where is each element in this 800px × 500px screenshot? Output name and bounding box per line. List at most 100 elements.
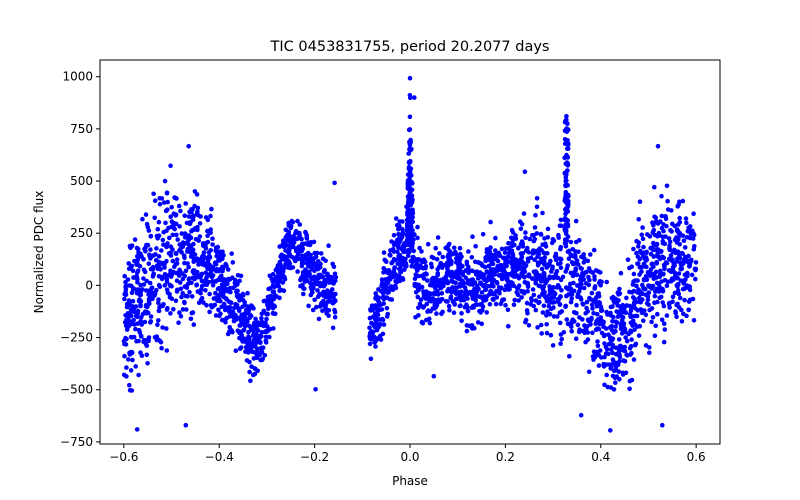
data-point xyxy=(549,240,555,246)
data-point xyxy=(158,339,164,345)
data-point xyxy=(412,95,417,100)
data-point xyxy=(319,283,325,288)
data-point xyxy=(564,129,570,134)
data-point xyxy=(674,235,679,240)
data-point xyxy=(122,341,127,347)
data-point xyxy=(445,254,451,260)
data-point xyxy=(204,255,210,261)
data-point xyxy=(659,193,664,199)
data-point xyxy=(278,275,284,280)
data-point xyxy=(203,288,208,293)
data-point xyxy=(518,256,524,262)
data-point xyxy=(233,348,239,354)
data-point xyxy=(417,245,422,251)
data-point xyxy=(449,258,454,264)
data-point xyxy=(570,273,576,279)
data-point xyxy=(176,320,181,326)
data-point xyxy=(608,304,614,310)
data-point xyxy=(663,214,668,219)
data-point xyxy=(486,276,492,282)
data-point xyxy=(174,232,179,238)
data-point xyxy=(609,327,615,333)
data-point xyxy=(225,276,231,282)
data-point xyxy=(454,285,460,290)
data-point xyxy=(640,253,646,259)
data-point xyxy=(237,330,242,336)
data-point xyxy=(376,295,382,301)
data-point xyxy=(182,273,187,279)
data-point xyxy=(595,291,601,297)
data-point xyxy=(173,212,179,217)
data-point xyxy=(174,261,180,266)
data-point xyxy=(410,255,416,260)
data-point xyxy=(512,297,517,303)
data-point xyxy=(653,269,659,275)
data-point xyxy=(405,253,411,258)
data-point xyxy=(569,296,574,301)
data-point xyxy=(639,310,645,316)
data-point xyxy=(567,354,572,359)
data-point xyxy=(654,241,660,247)
data-point xyxy=(643,343,649,348)
data-point xyxy=(564,293,569,299)
data-point xyxy=(655,247,661,252)
data-point xyxy=(584,305,589,311)
data-point xyxy=(573,336,579,342)
data-point xyxy=(395,261,401,267)
data-point xyxy=(487,301,493,307)
data-point xyxy=(524,308,530,313)
data-point xyxy=(565,145,571,151)
data-point xyxy=(188,254,194,259)
data-point xyxy=(428,261,434,267)
data-point xyxy=(661,228,666,234)
data-point xyxy=(419,319,425,325)
data-point xyxy=(249,342,254,348)
data-point xyxy=(617,358,622,364)
data-point xyxy=(551,290,557,296)
data-point xyxy=(291,240,297,245)
data-point xyxy=(675,256,680,261)
data-point xyxy=(331,281,336,286)
data-point xyxy=(230,260,236,265)
data-point xyxy=(124,374,129,379)
data-point xyxy=(445,299,450,304)
data-point xyxy=(247,312,253,318)
x-axis-label: Phase xyxy=(392,474,428,488)
data-point xyxy=(183,268,189,274)
data-point xyxy=(407,114,413,120)
data-point xyxy=(670,266,676,272)
data-point xyxy=(419,249,424,254)
data-point xyxy=(558,217,564,223)
data-point xyxy=(267,334,272,340)
data-point xyxy=(177,267,182,273)
data-point xyxy=(186,276,192,281)
data-point xyxy=(563,118,569,123)
data-point xyxy=(447,241,452,247)
data-point xyxy=(400,277,406,282)
data-point xyxy=(580,301,585,307)
data-point xyxy=(137,264,143,269)
data-point xyxy=(144,242,149,248)
data-point xyxy=(192,268,197,273)
data-point xyxy=(516,283,522,289)
data-point xyxy=(173,298,179,304)
data-point xyxy=(593,296,598,301)
data-point xyxy=(144,278,149,284)
data-point xyxy=(288,223,294,229)
data-point xyxy=(530,287,536,292)
data-point xyxy=(220,256,225,262)
data-point xyxy=(136,250,141,255)
data-point xyxy=(558,244,564,250)
data-point xyxy=(251,372,256,378)
data-point xyxy=(459,318,464,324)
data-point xyxy=(176,203,182,209)
data-point xyxy=(413,315,418,320)
data-point xyxy=(631,279,636,284)
data-point xyxy=(370,330,375,336)
data-point xyxy=(332,314,338,320)
data-point xyxy=(388,248,393,253)
data-point xyxy=(640,225,645,230)
data-point xyxy=(144,343,150,349)
data-point xyxy=(640,236,646,242)
data-point xyxy=(310,307,316,313)
